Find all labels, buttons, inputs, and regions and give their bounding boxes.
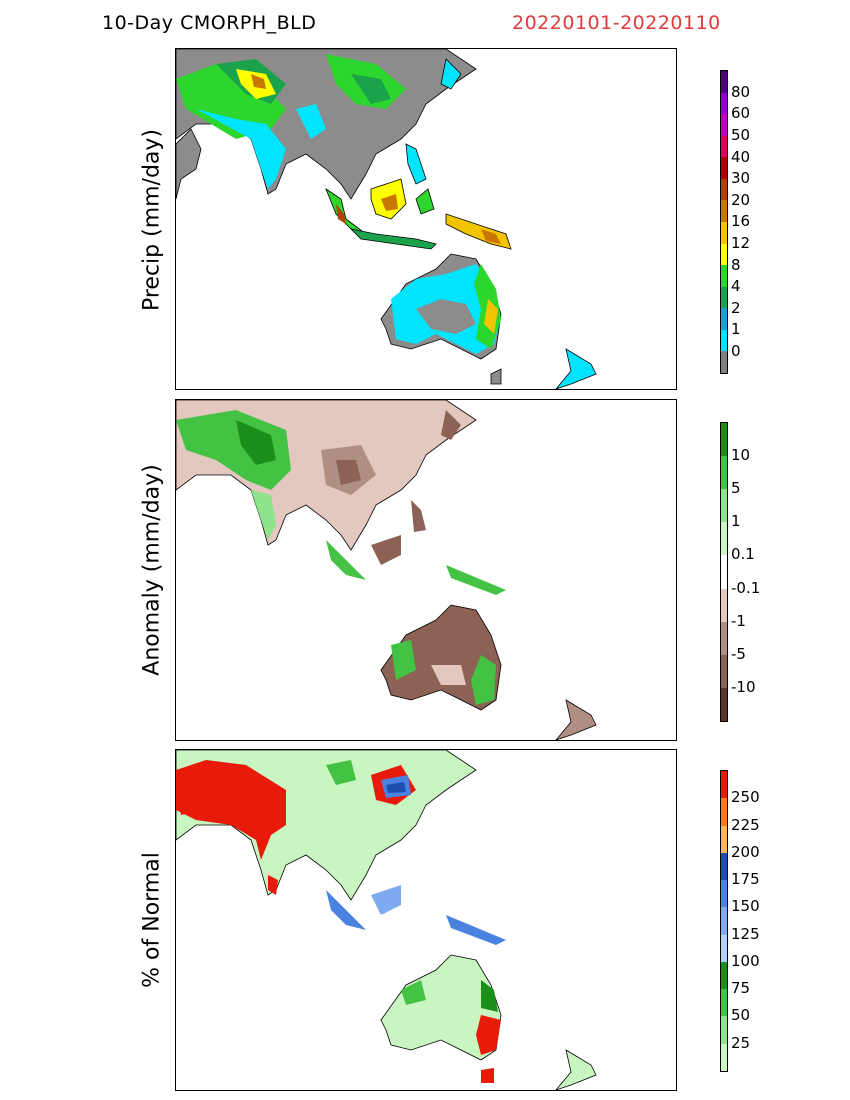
colorbar-swatch bbox=[721, 329, 727, 352]
precip-label: 1 bbox=[731, 320, 741, 338]
colorbar-swatch bbox=[721, 687, 727, 721]
percent-label: 150 bbox=[731, 897, 760, 915]
colorbar-swatch bbox=[721, 798, 727, 826]
colorbar-swatch bbox=[721, 621, 727, 655]
precip-label: 4 bbox=[731, 277, 741, 295]
anomaly-label: -1 bbox=[731, 612, 746, 630]
precip-label: 2 bbox=[731, 299, 741, 317]
anomaly-label: 5 bbox=[731, 479, 741, 497]
percent-label: 25 bbox=[731, 1034, 751, 1052]
colorbar-swatch bbox=[721, 880, 727, 908]
percent-map bbox=[175, 749, 677, 1091]
colorbar-swatch bbox=[721, 771, 727, 799]
precip-label: 50 bbox=[731, 126, 751, 144]
percent-ylabel: % of Normal bbox=[139, 852, 165, 988]
colorbar-swatch bbox=[721, 1043, 727, 1071]
colorbar-swatch bbox=[721, 489, 727, 523]
precip-label: 40 bbox=[731, 148, 751, 166]
percent-label: 75 bbox=[731, 979, 751, 997]
percent-label: 125 bbox=[731, 925, 760, 943]
precip-label: 16 bbox=[731, 212, 751, 230]
percent-label: 200 bbox=[731, 843, 760, 861]
precip-ylabel: Precip (mm/day) bbox=[139, 128, 165, 312]
precip-label: 0 bbox=[731, 342, 741, 360]
colorbar-swatch bbox=[721, 1016, 727, 1044]
colorbar-swatch bbox=[721, 243, 727, 266]
precip-label: 30 bbox=[731, 169, 751, 187]
colorbar-swatch bbox=[721, 114, 727, 136]
anomaly-ylabel: Anomaly (mm/day) bbox=[139, 464, 165, 676]
map-title: 10-Day CMORPH_BLD bbox=[102, 12, 317, 34]
colorbar-swatch bbox=[721, 286, 727, 309]
anomaly-label: 0.1 bbox=[731, 545, 755, 563]
colorbar-swatch bbox=[721, 989, 727, 1017]
colorbar-swatch bbox=[721, 934, 727, 962]
colorbar-swatch bbox=[721, 135, 727, 158]
colorbar-swatch bbox=[721, 423, 727, 457]
anomaly-label: -10 bbox=[731, 678, 756, 696]
precip-colorbar bbox=[720, 70, 728, 374]
colorbar-swatch bbox=[721, 200, 727, 222]
anomaly-label: -5 bbox=[731, 645, 746, 663]
anomaly-map bbox=[175, 399, 677, 741]
colorbar-swatch bbox=[721, 265, 727, 287]
anomaly-colorbar bbox=[720, 422, 728, 722]
colorbar-swatch bbox=[721, 456, 727, 490]
colorbar-swatch bbox=[721, 907, 727, 935]
percent-colorbar bbox=[720, 770, 728, 1072]
colorbar-swatch bbox=[721, 157, 727, 179]
percent-label: 175 bbox=[731, 870, 760, 888]
precip-label: 60 bbox=[731, 104, 751, 122]
percent-label: 50 bbox=[731, 1006, 751, 1024]
precip-label: 20 bbox=[731, 191, 751, 209]
percent-label: 250 bbox=[731, 788, 760, 806]
colorbar-swatch bbox=[721, 92, 727, 115]
precip-label: 12 bbox=[731, 234, 751, 252]
colorbar-swatch bbox=[721, 852, 727, 881]
anomaly-label: -0.1 bbox=[731, 579, 761, 597]
colorbar-swatch bbox=[721, 221, 727, 244]
colorbar-swatch bbox=[721, 178, 727, 201]
percent-label: 100 bbox=[731, 952, 760, 970]
colorbar-swatch bbox=[721, 654, 727, 688]
colorbar-swatch bbox=[721, 825, 727, 853]
colorbar-swatch bbox=[721, 961, 727, 990]
colorbar-swatch bbox=[721, 308, 727, 330]
colorbar-swatch bbox=[721, 351, 727, 373]
precip-label: 8 bbox=[731, 256, 741, 274]
percent-label: 225 bbox=[731, 816, 760, 834]
precip-map bbox=[175, 48, 677, 390]
colorbar-swatch bbox=[721, 522, 727, 556]
colorbar-swatch bbox=[721, 588, 727, 622]
precip-label: 80 bbox=[731, 83, 751, 101]
date-range: 20220101-20220110 bbox=[512, 12, 721, 34]
anomaly-label: 10 bbox=[731, 446, 751, 464]
colorbar-swatch bbox=[721, 71, 727, 93]
anomaly-label: 1 bbox=[731, 512, 741, 530]
colorbar-swatch bbox=[721, 555, 727, 589]
